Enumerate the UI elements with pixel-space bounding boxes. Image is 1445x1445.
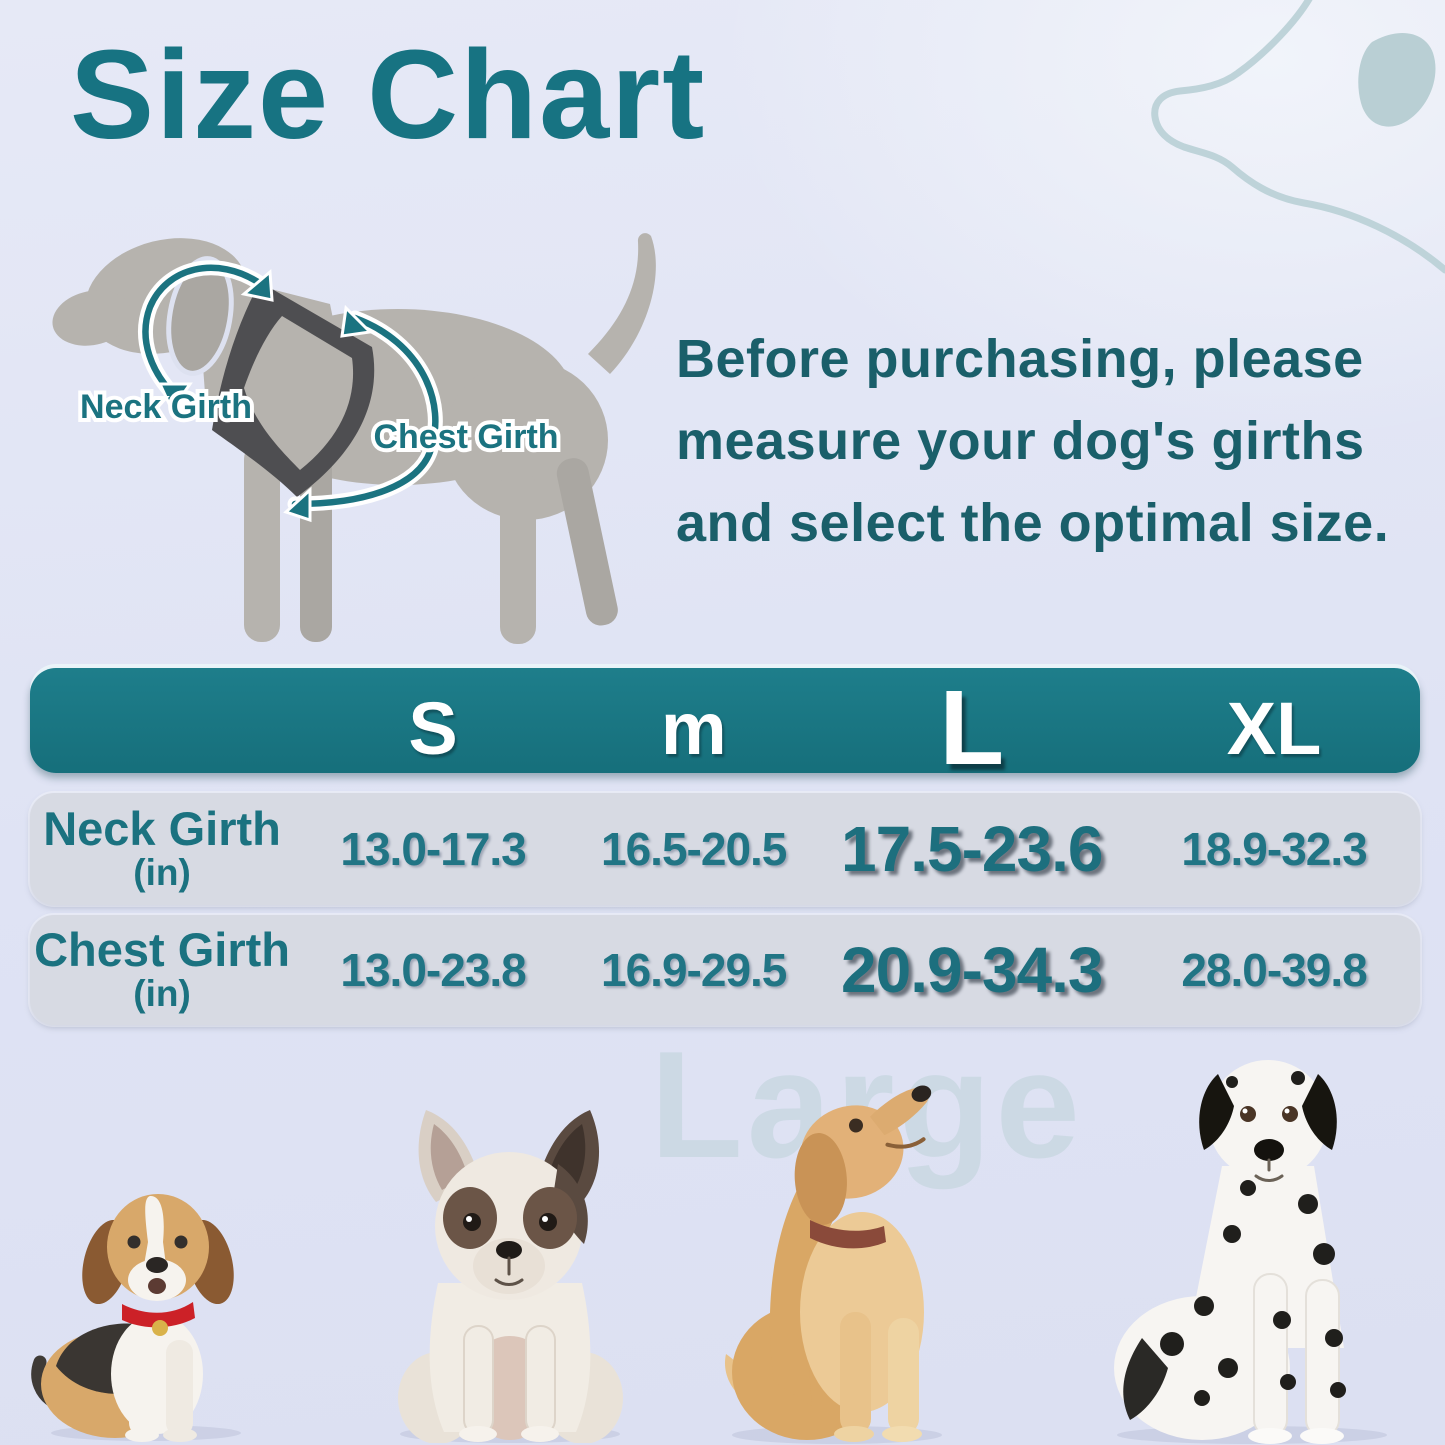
intro-line-1: Before purchasing, please xyxy=(676,329,1364,389)
neck-girth-row-label: Neck Girth (in) xyxy=(30,802,294,894)
chest-girth-m-value: 16.9-29.5 xyxy=(601,944,787,996)
dog-ear xyxy=(166,256,234,376)
chest-girth-row-label: Chest Girth (in) xyxy=(30,923,294,1015)
chest-girth-label: Chest Girth xyxy=(373,418,558,456)
intro-text: Before purchasing, please measure your d… xyxy=(676,318,1445,564)
size-s: S xyxy=(408,687,458,770)
neck-girth-label: Neck Girth xyxy=(80,388,252,426)
beagle-photo xyxy=(31,1194,241,1442)
french-bulldog-photo xyxy=(398,1110,623,1443)
beagle-collar xyxy=(122,1302,195,1328)
size-xl: XL xyxy=(1226,687,1322,770)
size-l-highlighted: L xyxy=(939,669,1005,787)
table-row-neck-girth: Neck Girth (in) 13.0-17.3 16.5-20.5 17.5… xyxy=(30,793,1420,905)
chest-girth-l-value: 20.9-34.3 xyxy=(841,934,1103,1006)
intro-line-3: and select the optimal size. xyxy=(676,493,1390,553)
chest-girth-xl-value: 28.0-39.8 xyxy=(1181,944,1367,996)
dog-measurement-diagram: Neck Girth Chest Girth xyxy=(52,233,656,644)
chest-girth-unit: (in) xyxy=(133,973,191,1015)
neck-girth-l-value: 17.5-23.6 xyxy=(841,813,1103,885)
dalmatian-spots xyxy=(1139,1071,1346,1406)
size-m: m xyxy=(660,687,727,770)
neck-girth-arrow xyxy=(138,260,274,414)
golden-collar xyxy=(810,1220,886,1249)
neck-girth-s-value: 13.0-17.3 xyxy=(340,823,526,875)
neck-girth-xl-value: 18.9-32.3 xyxy=(1181,823,1367,875)
dog-head-outline-decoration xyxy=(1151,0,1445,274)
neck-girth-row-title: Neck Girth xyxy=(43,802,281,856)
chest-girth-arrow xyxy=(283,304,443,523)
dalmatian-photo xyxy=(1114,1060,1387,1444)
neck-girth-m-value: 16.5-20.5 xyxy=(601,823,787,875)
size-header-row: S m L XL xyxy=(30,668,1420,787)
chest-girth-row-title: Chest Girth xyxy=(34,923,290,977)
table-row-chest-girth: Chest Girth (in) 13.0-23.8 16.9-29.5 20.… xyxy=(30,915,1420,1025)
chest-girth-s-value: 13.0-23.8 xyxy=(340,944,526,996)
golden-retriever-photo xyxy=(724,1085,942,1444)
neck-girth-unit: (in) xyxy=(133,852,191,894)
dog-ear-shape xyxy=(1358,33,1436,127)
intro-line-2: measure your dog's girths xyxy=(676,411,1365,471)
harness-shape xyxy=(212,282,375,497)
page-title: Size Chart xyxy=(70,24,707,165)
